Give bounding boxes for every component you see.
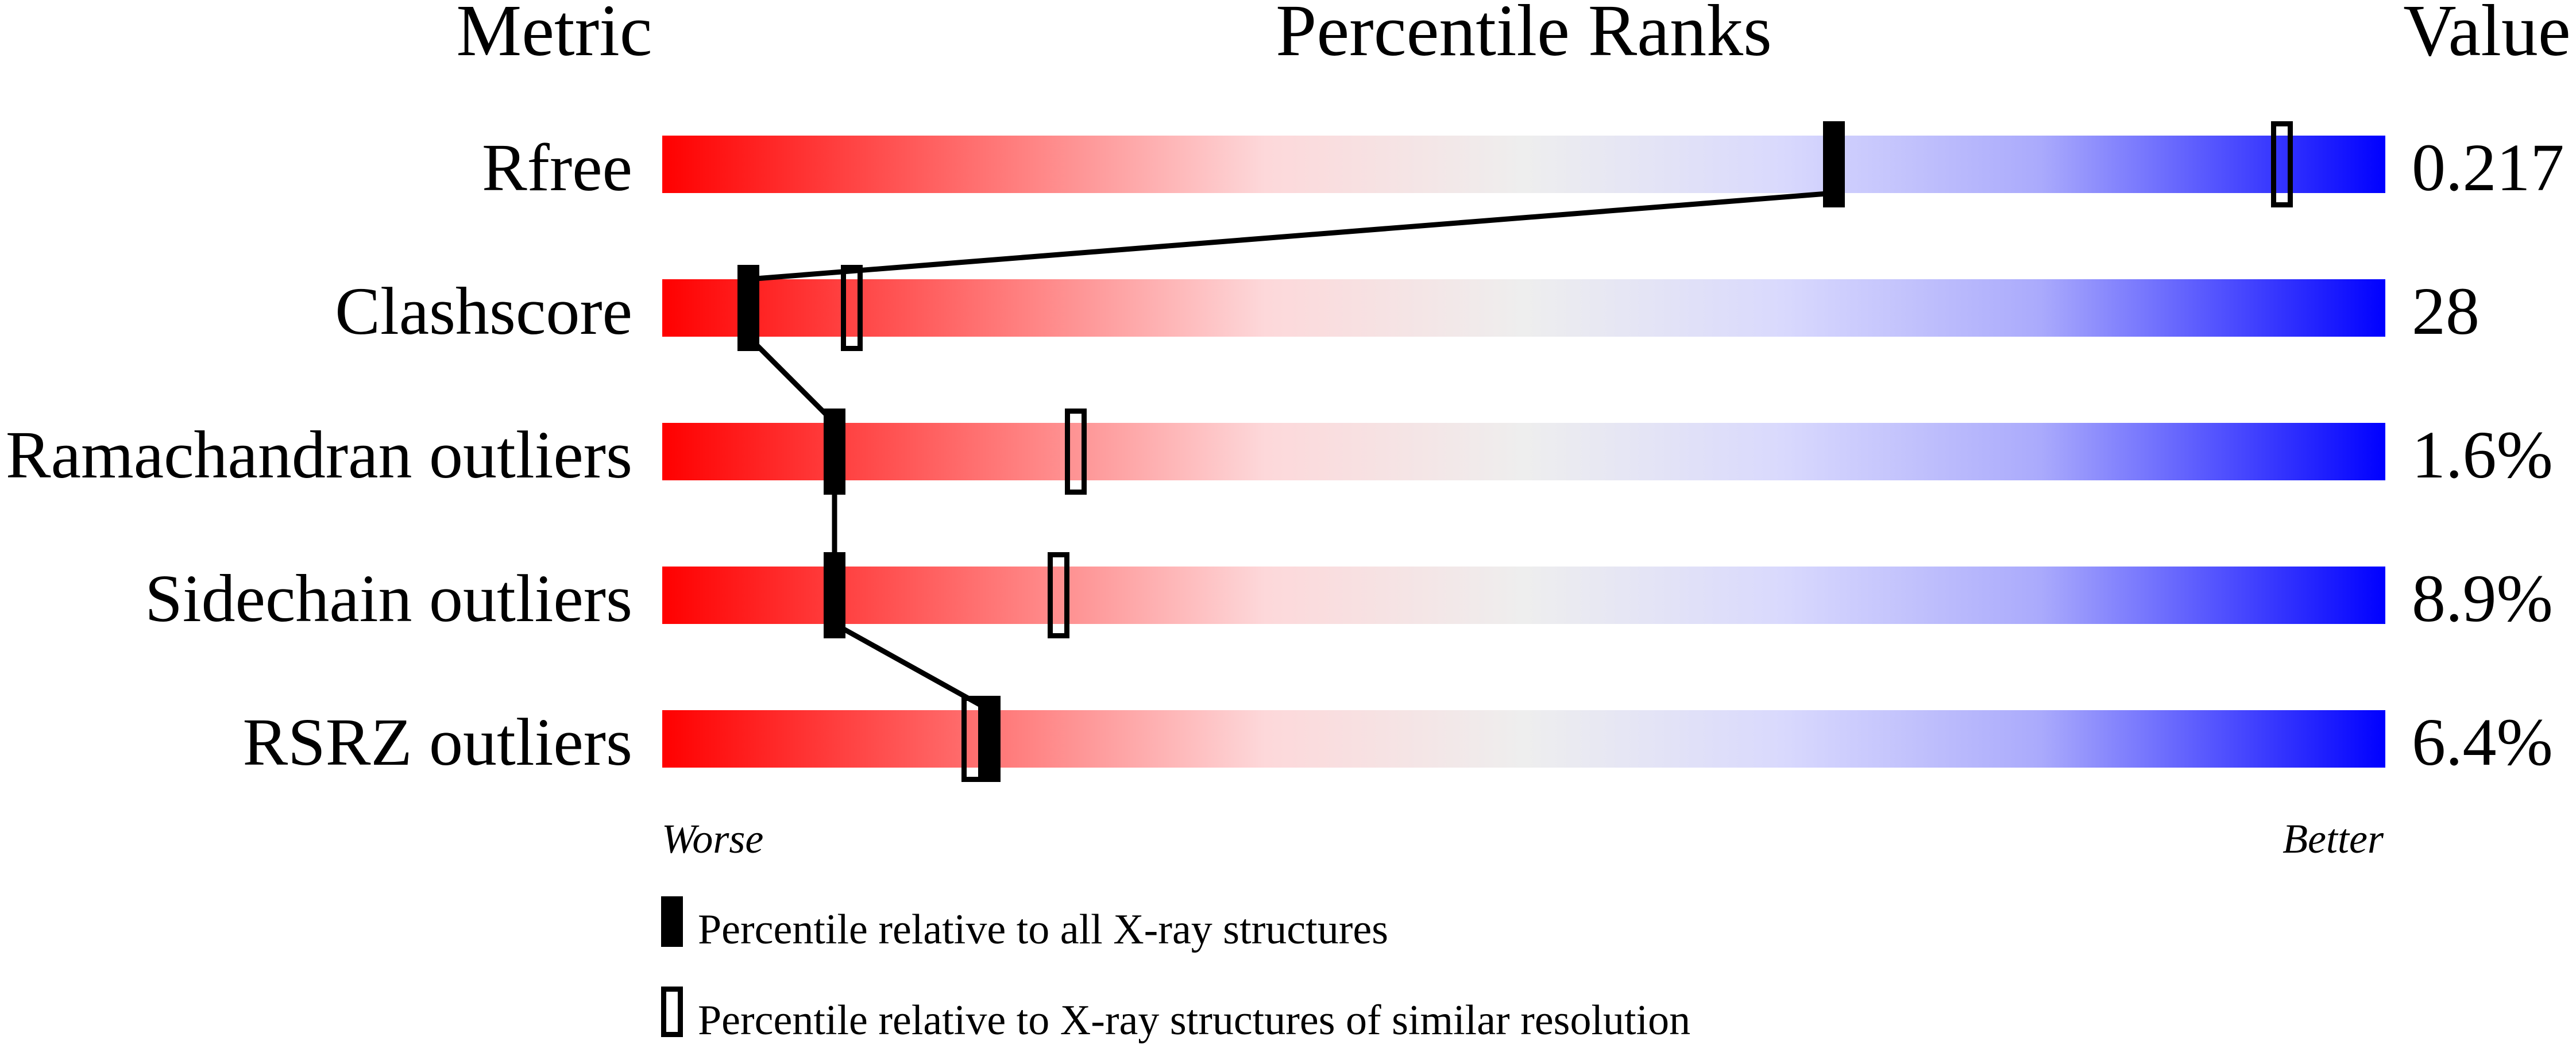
connector-line <box>748 190 1835 282</box>
marker-all-structures <box>979 696 1001 782</box>
marker-similar-resolution <box>2271 121 2293 207</box>
header-value: Value <box>2403 0 2570 71</box>
marker-all-structures <box>824 409 845 495</box>
metric-row: RSRZ outliers 6.4% <box>242 704 2552 780</box>
legend-filled-marker-icon <box>661 896 683 947</box>
percentile-bar <box>662 136 2385 193</box>
metric-value: 1.6% <box>2412 417 2553 492</box>
metric-label: Sidechain outliers <box>145 561 632 636</box>
legend-label-similar: Percentile relative to X-ray structures … <box>698 997 1690 1044</box>
legend-label-all: Percentile relative to all X-ray structu… <box>698 906 1388 953</box>
marker-similar-resolution <box>841 265 863 351</box>
axis-label-worse: Worse <box>662 816 763 862</box>
percentile-bar <box>662 710 2385 768</box>
marker-similar-resolution <box>1065 409 1087 495</box>
metric-label: Clashscore <box>335 273 632 349</box>
metric-value: 0.217 <box>2412 130 2565 205</box>
metric-value: 6.4% <box>2412 704 2553 780</box>
percentile-bar <box>662 279 2385 337</box>
metric-row: Clashscore 28 <box>335 273 2480 349</box>
axis-label-better: Better <box>2283 816 2384 862</box>
connector-line <box>746 334 837 425</box>
metric-label: Ramachandran outliers <box>6 417 632 492</box>
marker-all-structures <box>1823 121 1845 207</box>
metric-row: Ramachandran outliers 1.6% <box>6 417 2553 492</box>
percentile-bar <box>662 567 2385 624</box>
percentile-bar <box>662 423 2385 480</box>
metric-value: 8.9% <box>2412 561 2553 636</box>
header-percentile-ranks: Percentile Ranks <box>1276 0 1772 71</box>
marker-all-structures <box>737 265 759 351</box>
marker-all-structures <box>824 552 845 638</box>
metric-value: 28 <box>2412 273 2480 349</box>
header-metric: Metric <box>456 0 652 71</box>
legend-open-marker-icon <box>661 987 683 1037</box>
metric-label: Rfree <box>482 130 632 205</box>
metric-row: Sidechain outliers 8.9% <box>145 561 2553 636</box>
metric-row: Rfree 0.217 <box>482 130 2565 205</box>
marker-similar-resolution <box>1048 552 1069 638</box>
metric-label: RSRZ outliers <box>242 704 632 780</box>
